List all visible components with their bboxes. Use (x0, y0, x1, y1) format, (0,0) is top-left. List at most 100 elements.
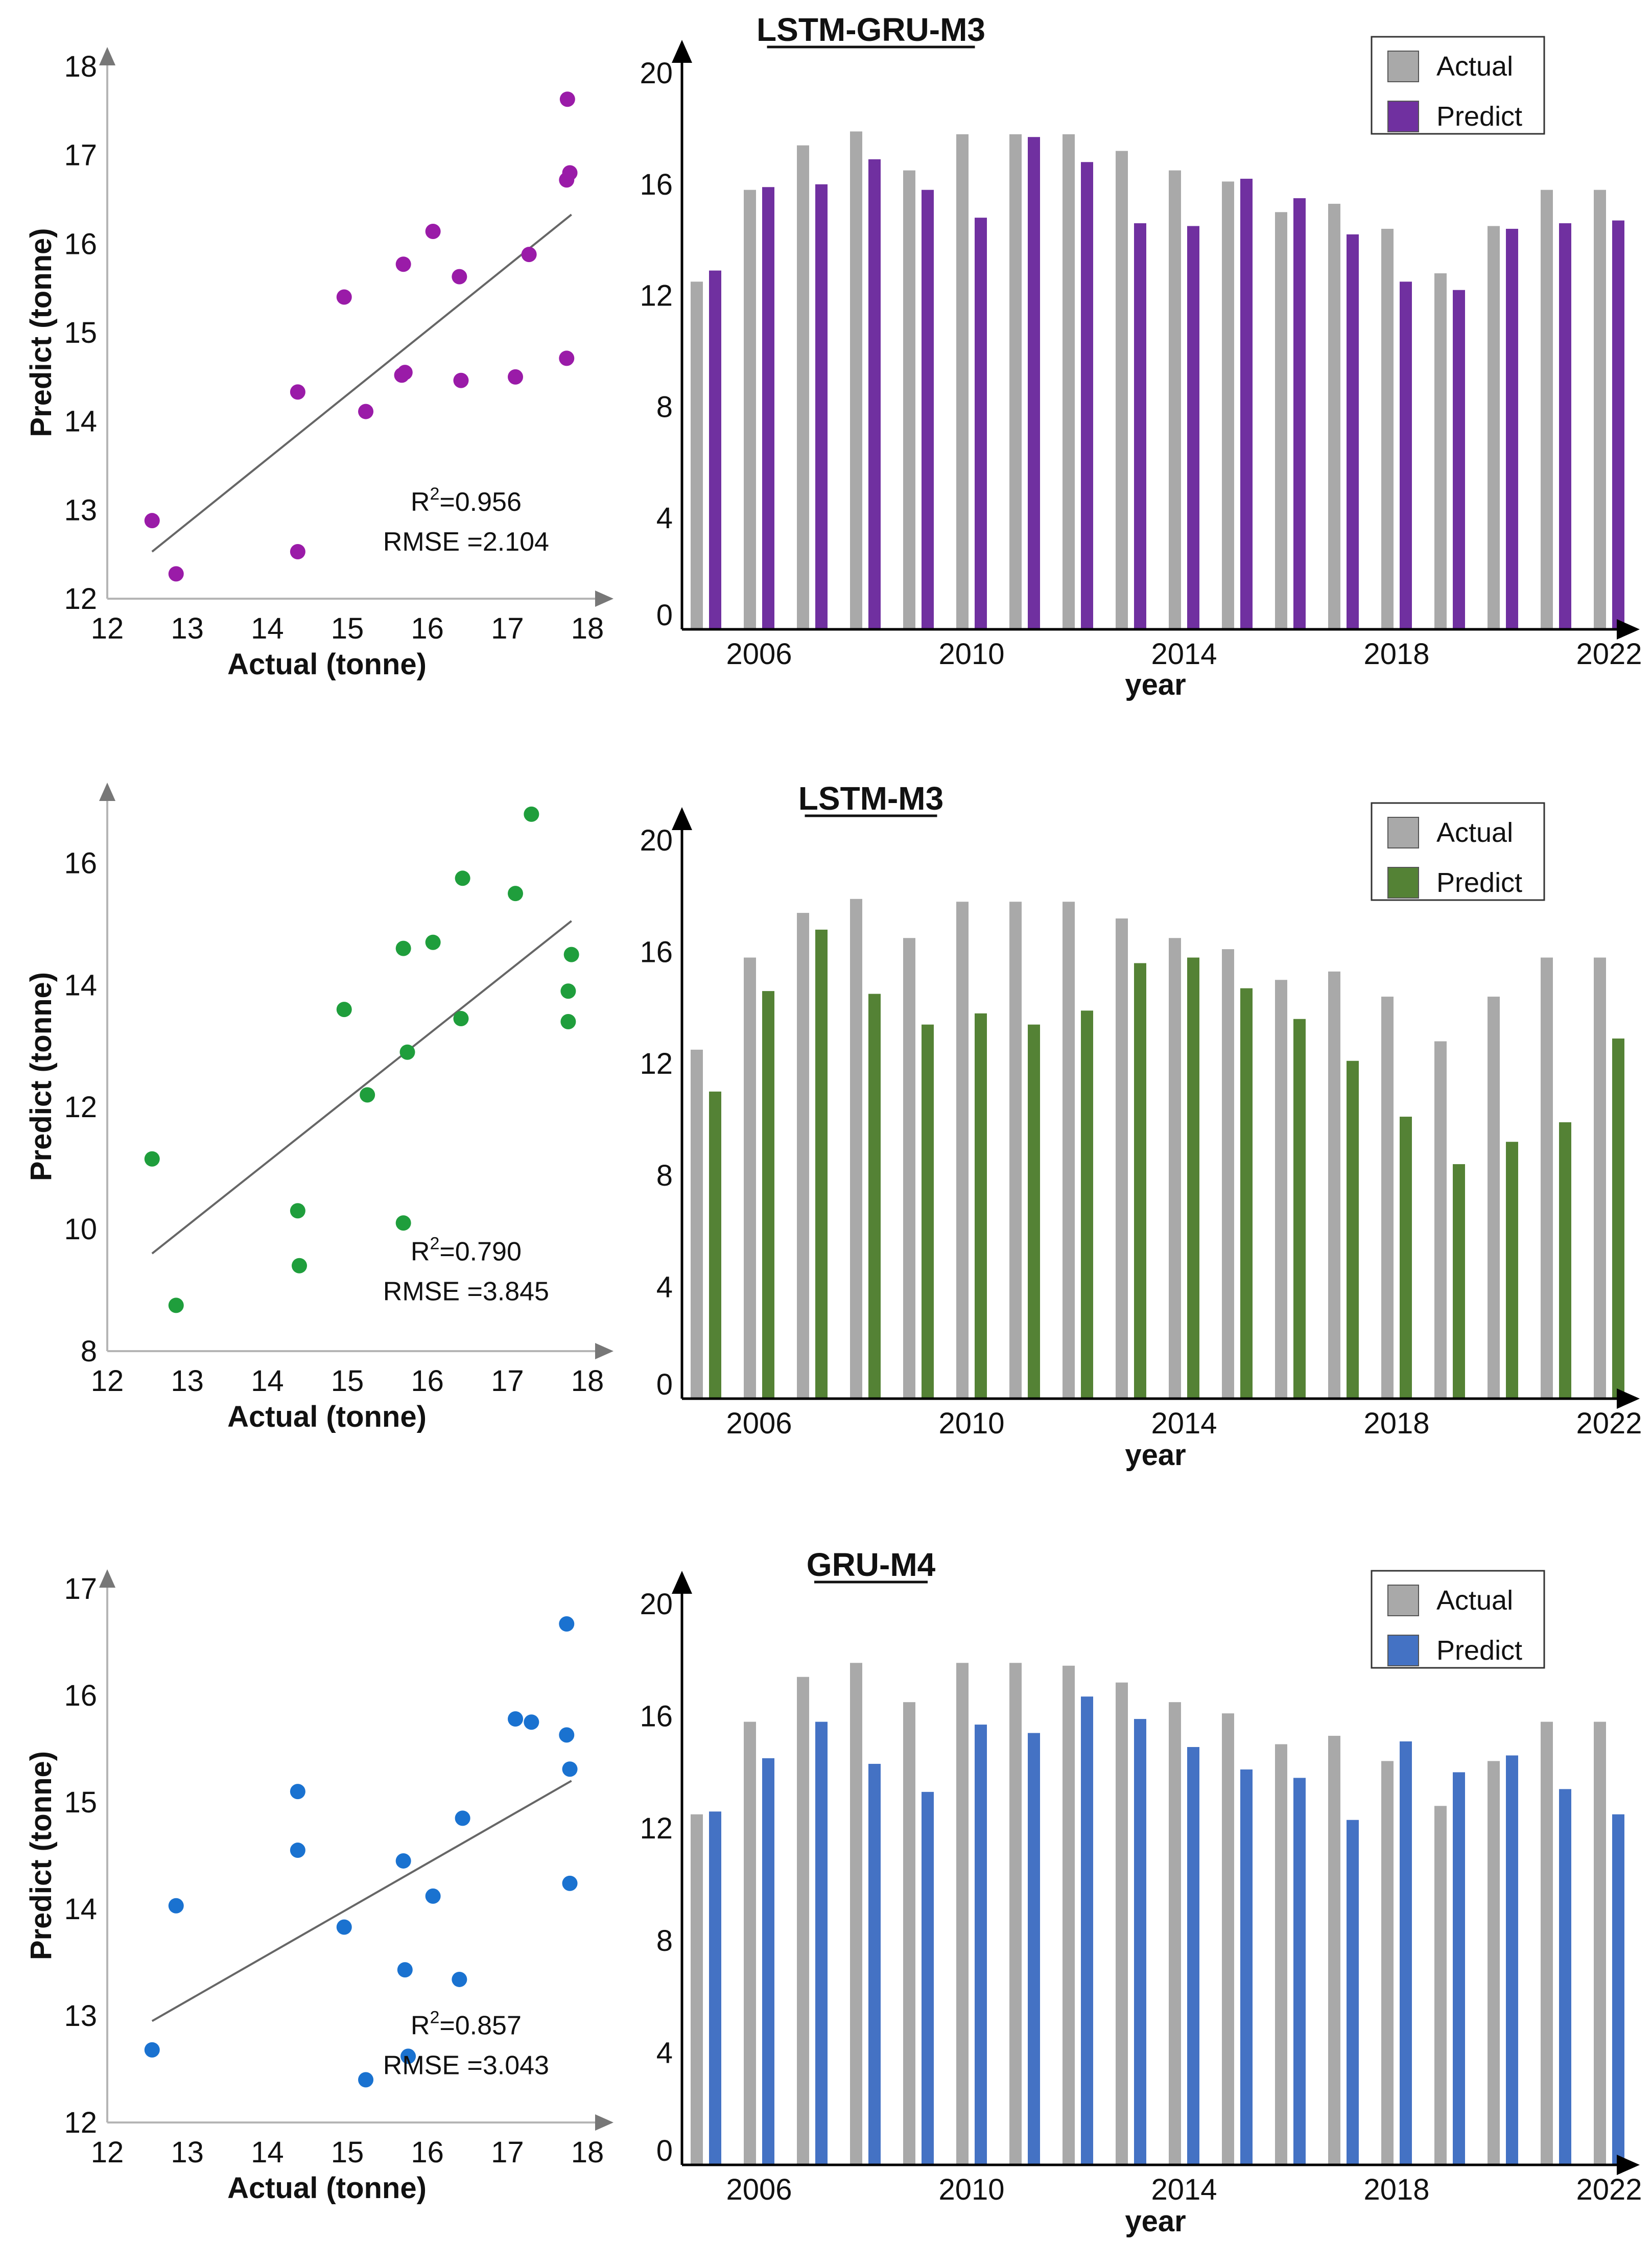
bar-predict (975, 218, 987, 629)
x-tick-label: 2010 (938, 1407, 1004, 1440)
bar-predict (1028, 1024, 1040, 1399)
bar-predict (1240, 988, 1253, 1399)
bar-actual (691, 1814, 703, 2165)
bar-actual (1009, 1663, 1022, 2165)
y-tick-label: 17 (64, 1572, 97, 1606)
regression-line (151, 1780, 572, 2022)
x-tick-label: 12 (91, 612, 124, 645)
bar-actual (1381, 997, 1394, 1399)
bar-predict (1400, 1741, 1412, 2165)
bar-predict (1187, 957, 1199, 1399)
y-tick-label: 18 (64, 50, 97, 83)
scatter-point (336, 289, 352, 305)
bar-actual (956, 1663, 969, 2165)
bar-actual (1116, 151, 1128, 630)
bar-actual (1488, 997, 1500, 1399)
scatter-point (559, 1616, 575, 1632)
bar-actual (1594, 190, 1606, 629)
bar-predict (1187, 226, 1199, 630)
x-tick-label: 12 (91, 1364, 124, 1398)
legend-swatch-predict (1387, 101, 1419, 132)
bar-predict (762, 991, 774, 1399)
bar-actual (691, 281, 703, 629)
bar-actual (1275, 1744, 1287, 2165)
y-tick-label: 4 (656, 2036, 673, 2069)
bar-actual (1488, 1761, 1500, 2165)
bar-actual (691, 1049, 703, 1399)
x-tick-label: 14 (251, 2136, 284, 2169)
bar-predict (1240, 1769, 1253, 2165)
bar-predict (922, 1024, 934, 1399)
bar-predict (709, 1811, 721, 2165)
bar-actual (903, 938, 915, 1399)
y-tick-label: 12 (640, 279, 673, 313)
legend: Actual Predict (1371, 1570, 1545, 1669)
x-tick-label: 2014 (1151, 2173, 1217, 2206)
scatter-point (559, 91, 575, 107)
bar-actual (1009, 902, 1022, 1399)
y-tick-label: 8 (656, 1159, 673, 1192)
bar-predict (1081, 1010, 1093, 1399)
x-tick-label: 13 (171, 1364, 204, 1398)
x-tick-label: 12 (91, 2136, 124, 2169)
bar-predict (868, 159, 881, 629)
bar-predict (1400, 1117, 1412, 1399)
x-axis-label: Actual (tonne) (227, 1400, 427, 1433)
bar-predict (1081, 162, 1093, 629)
scatter-point (562, 165, 578, 181)
scatter-point (168, 1898, 184, 1914)
bar-predict (1400, 281, 1412, 629)
bar-actual (1328, 203, 1340, 629)
bar-actual (1222, 1713, 1234, 2165)
scatter-point (336, 1919, 352, 1935)
x-tick-label: 2010 (938, 2173, 1004, 2206)
bar-actual (1169, 1702, 1181, 2165)
bar-predict (1347, 234, 1359, 629)
bar-predict (1293, 1019, 1306, 1399)
bar-actual (1169, 938, 1181, 1399)
y-tick-label: 0 (656, 2134, 673, 2167)
scatter-point (336, 1002, 352, 1018)
bar-predict (815, 929, 828, 1399)
scatter-point (508, 1711, 523, 1727)
scatter-point (290, 384, 305, 400)
scatter-point (455, 870, 470, 886)
x-tick-label: 2018 (1363, 638, 1429, 671)
y-tick-label: 17 (64, 139, 97, 172)
x-tick-label: 2006 (726, 2173, 792, 2206)
x-tick-label: 2014 (1151, 638, 1217, 671)
legend-label-actual: Actual (1436, 1585, 1513, 1616)
y-tick-label: 12 (64, 582, 97, 616)
scatter-point (399, 1044, 415, 1060)
scatter-point (508, 886, 523, 902)
x-axis-label: Actual (tonne) (227, 2172, 427, 2205)
bar-predict (1293, 198, 1306, 629)
bar-predict (1028, 1733, 1040, 2165)
bar-actual (797, 145, 809, 629)
bar-lstm-gru-m3: LSTM-GRU-M3 0 4 8 12 16 20 2006 2010 2014 2018 2022… (640, 11, 1642, 701)
r2-label: R2=0.956 (411, 484, 522, 517)
bar-predict (975, 1013, 987, 1399)
y-tick-label: 16 (64, 227, 97, 261)
y-tick-label: 8 (656, 390, 673, 423)
bar-actual (1488, 226, 1500, 630)
bar-actual (956, 134, 969, 629)
bar-actual (1541, 957, 1553, 1399)
bar-predict (1134, 223, 1146, 629)
scatter-point (358, 2072, 374, 2088)
bar-actual (903, 170, 915, 629)
bar-predict (709, 270, 721, 629)
bar-actual (1169, 170, 1181, 629)
y-tick-label: 4 (656, 1270, 673, 1304)
chart-title: GRU-M4 (807, 1546, 936, 1583)
bar-predict (1559, 1789, 1571, 2165)
bar-actual (850, 1663, 862, 2165)
legend-label-predict: Predict (1436, 1635, 1522, 1666)
scatter-point (452, 1971, 467, 1987)
scatter-point (144, 2042, 160, 2058)
bar-actual (1063, 1665, 1075, 2165)
bar-predict (1240, 178, 1253, 629)
scatter-point (397, 1962, 413, 1978)
y-tick-label: 20 (640, 57, 673, 90)
legend: Actual Predict (1371, 802, 1545, 901)
